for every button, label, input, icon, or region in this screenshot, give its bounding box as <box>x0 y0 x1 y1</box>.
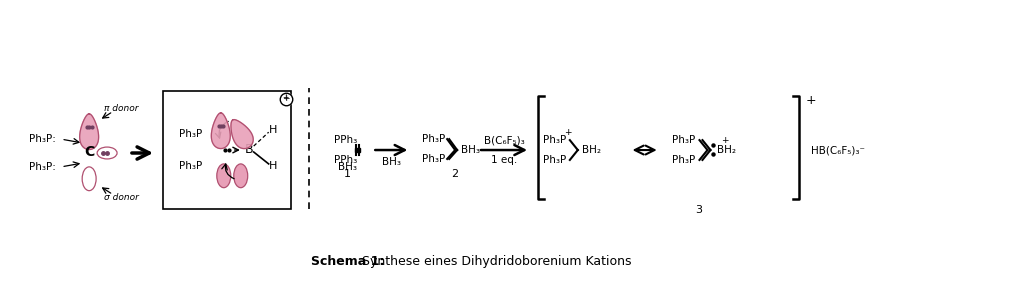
Text: π donor: π donor <box>104 104 139 113</box>
Text: BH₃: BH₃ <box>338 162 357 172</box>
Text: 1: 1 <box>344 169 351 179</box>
Text: B(C₆F₅)₃: B(C₆F₅)₃ <box>484 135 525 145</box>
Text: Ph₃P: Ph₃P <box>179 129 203 139</box>
Polygon shape <box>211 113 230 149</box>
Text: H: H <box>268 125 277 135</box>
Text: BH₂: BH₂ <box>717 145 737 155</box>
Text: C: C <box>84 145 95 159</box>
Text: HB(C₆F₅)₃⁻: HB(C₆F₅)₃⁻ <box>811 145 865 155</box>
Text: Ph₃P: Ph₃P <box>422 154 445 164</box>
Text: Ph₃P: Ph₃P <box>673 155 696 165</box>
Text: Schema 1:: Schema 1: <box>311 255 384 267</box>
Text: +: + <box>282 94 289 103</box>
Polygon shape <box>231 120 254 149</box>
Polygon shape <box>356 148 361 152</box>
Text: 3: 3 <box>695 205 702 216</box>
Text: Ph₃P:: Ph₃P: <box>30 134 56 144</box>
Text: B: B <box>245 142 253 156</box>
Text: H: H <box>268 161 277 171</box>
Text: Ph₃P: Ph₃P <box>542 155 566 165</box>
Text: Ph₃P: Ph₃P <box>542 135 566 145</box>
Text: Ph₃P:: Ph₃P: <box>30 162 56 172</box>
Ellipse shape <box>217 164 230 188</box>
Text: Ph₃P: Ph₃P <box>179 161 203 171</box>
Text: 1 eq.: 1 eq. <box>491 155 517 165</box>
Text: BH₂: BH₂ <box>582 145 601 155</box>
Polygon shape <box>79 114 99 150</box>
Text: PPh₃: PPh₃ <box>334 135 357 145</box>
Text: Ph₃P: Ph₃P <box>673 135 696 145</box>
Text: PPh₃: PPh₃ <box>334 155 357 165</box>
Text: +: + <box>805 94 816 107</box>
Text: Synthese eines Dihydridoborenium Kations: Synthese eines Dihydridoborenium Kations <box>359 255 632 267</box>
Text: σ donor: σ donor <box>104 193 139 202</box>
Text: 2: 2 <box>451 169 459 179</box>
Text: $^+$: $^+$ <box>281 94 290 103</box>
Ellipse shape <box>233 164 248 188</box>
Text: Ph₃P: Ph₃P <box>422 134 445 144</box>
Ellipse shape <box>83 167 96 191</box>
Text: BH₃: BH₃ <box>382 157 400 167</box>
Text: +: + <box>565 128 572 137</box>
Text: +: + <box>720 136 729 145</box>
Ellipse shape <box>97 147 117 159</box>
Text: BH₃: BH₃ <box>462 145 480 155</box>
Bar <box>163 91 290 209</box>
